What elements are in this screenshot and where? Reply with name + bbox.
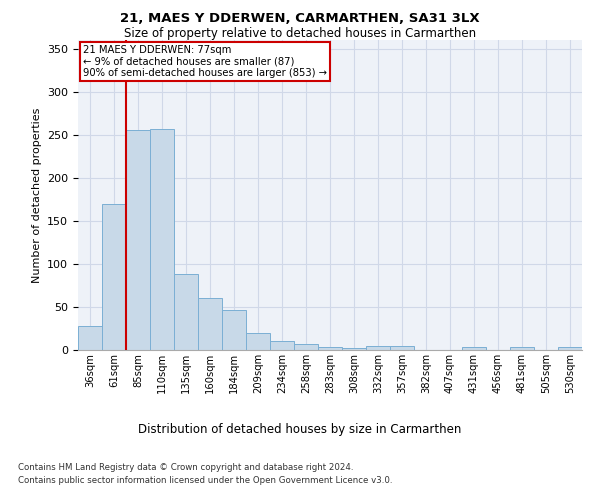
Text: Contains HM Land Registry data © Crown copyright and database right 2024.: Contains HM Land Registry data © Crown c… <box>18 462 353 471</box>
Bar <box>294 344 318 350</box>
Bar <box>126 130 150 350</box>
Text: 21, MAES Y DDERWEN, CARMARTHEN, SA31 3LX: 21, MAES Y DDERWEN, CARMARTHEN, SA31 3LX <box>120 12 480 26</box>
Bar <box>318 348 342 350</box>
Bar <box>246 333 270 350</box>
Bar <box>270 342 294 350</box>
Text: 21 MAES Y DDERWEN: 77sqm
← 9% of detached houses are smaller (87)
90% of semi-de: 21 MAES Y DDERWEN: 77sqm ← 9% of detache… <box>83 44 327 78</box>
Bar <box>174 274 198 350</box>
Bar <box>510 348 534 350</box>
Text: Size of property relative to detached houses in Carmarthen: Size of property relative to detached ho… <box>124 28 476 40</box>
Bar <box>462 346 486 350</box>
Bar <box>342 348 366 350</box>
Bar <box>78 326 102 350</box>
Bar <box>222 310 246 350</box>
Bar <box>150 128 174 350</box>
Bar <box>366 346 390 350</box>
Text: Contains public sector information licensed under the Open Government Licence v3: Contains public sector information licen… <box>18 476 392 485</box>
Text: Distribution of detached houses by size in Carmarthen: Distribution of detached houses by size … <box>139 422 461 436</box>
Y-axis label: Number of detached properties: Number of detached properties <box>32 108 41 282</box>
Bar <box>102 204 126 350</box>
Bar <box>558 348 582 350</box>
Bar <box>198 298 222 350</box>
Bar <box>390 346 414 350</box>
